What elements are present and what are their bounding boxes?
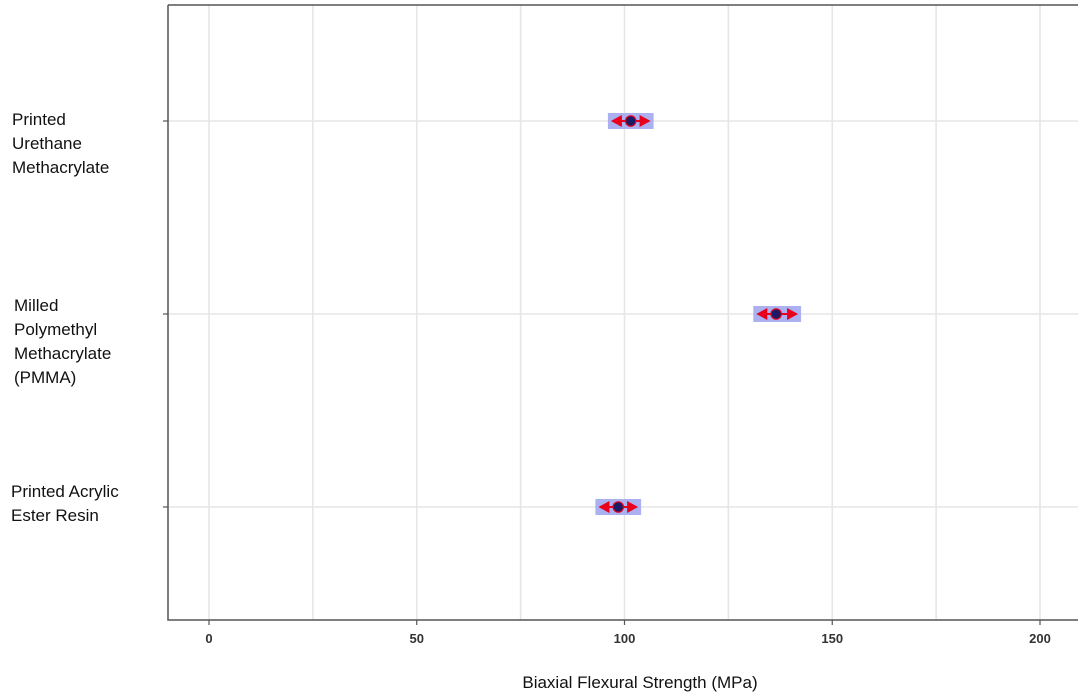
mean-points <box>612 115 782 513</box>
plot-frame <box>167 4 1078 621</box>
mean-point <box>624 115 637 127</box>
category-label-milled-pmma: Milled Polymethyl Methacrylate (PMMA) <box>14 296 112 387</box>
x-tick-label: 50 <box>410 631 424 646</box>
mean-point <box>770 308 782 320</box>
x-tick-label: 100 <box>614 631 636 646</box>
grid-lines <box>168 5 1078 620</box>
x-tick-label: 200 <box>1029 631 1051 646</box>
y-axis-ticks <box>163 120 168 508</box>
x-axis-title: Biaxial Flexural Strength (MPa) <box>522 673 758 692</box>
mean-point <box>612 501 625 513</box>
ci-lower-arrowhead <box>598 501 610 513</box>
plot-panel <box>168 5 1078 620</box>
x-tick-label: 0 <box>205 631 212 646</box>
ci-upper-arrowhead <box>787 308 799 320</box>
x-tick-label: 150 <box>821 631 843 646</box>
ci-lower-arrowhead <box>610 115 622 127</box>
ci-upper-arrowhead <box>627 501 639 513</box>
x-axis-ticks: 0 50 100 150 200 <box>205 620 1051 646</box>
ci-lower-arrowhead <box>756 308 768 320</box>
category-label-printed-urethane-methacrylate: Printed Urethane Methacrylate <box>12 110 110 177</box>
category-label-printed-acrylic-ester-resin: Printed Acrylic Ester Resin <box>11 482 119 525</box>
ci-upper-arrowhead <box>639 115 651 127</box>
